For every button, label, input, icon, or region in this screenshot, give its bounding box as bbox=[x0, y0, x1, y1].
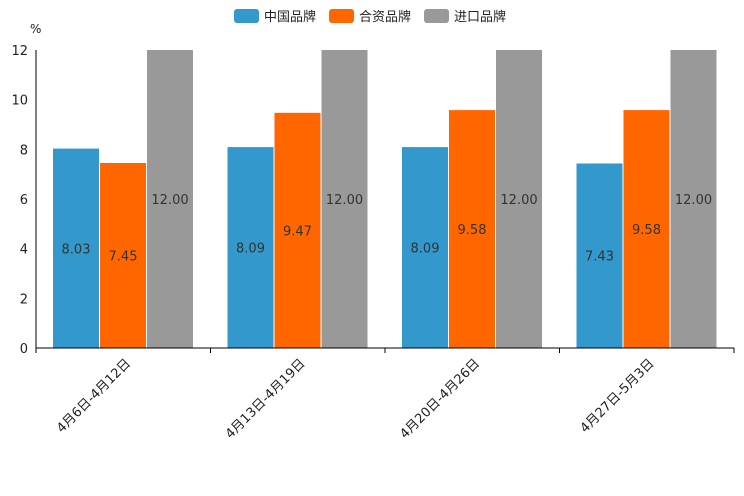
y-tick-label: 12 bbox=[11, 44, 28, 59]
bar bbox=[623, 110, 670, 348]
bar bbox=[274, 112, 321, 348]
bar bbox=[53, 148, 99, 348]
bar-value-label: 7.45 bbox=[109, 249, 138, 264]
x-category-label: 4月20日-4月26日 bbox=[397, 356, 483, 442]
legend-label: 合资品牌 bbox=[359, 9, 411, 25]
legend-label: 进口品牌 bbox=[454, 9, 506, 25]
y-tick-label: 10 bbox=[11, 94, 28, 109]
y-tick-label: 2 bbox=[20, 292, 28, 307]
bars: 8.03 7.45 12.00 8.09 9.47 12.00 8.09 9.58 12.00 7… bbox=[53, 50, 717, 348]
bar-value-label: 8.09 bbox=[236, 242, 265, 257]
bar-value-label: 8.03 bbox=[62, 242, 91, 257]
legend-label: 中国品牌 bbox=[264, 9, 316, 25]
y-tick-label: 8 bbox=[20, 143, 28, 158]
bar bbox=[147, 50, 193, 348]
x-axis: 4月6日-4月12日 4月13日-4月19日 4月20日-4月26日 4月27日-5月… bbox=[35, 347, 735, 442]
x-category-label: 4月6日-4月12日 bbox=[54, 356, 134, 436]
bar bbox=[227, 147, 274, 348]
y-tick-label: 6 bbox=[20, 193, 28, 208]
bar-value-label: 12.00 bbox=[326, 193, 363, 208]
legend-swatch bbox=[234, 9, 259, 23]
bar-value-label: 12.00 bbox=[675, 193, 712, 208]
bar-value-label: 12.00 bbox=[500, 193, 537, 208]
bar-value-label: 9.58 bbox=[632, 223, 661, 238]
bar-value-label: 9.47 bbox=[283, 224, 312, 239]
legend-swatch bbox=[329, 9, 354, 23]
bar-value-label: 7.43 bbox=[585, 250, 614, 265]
bar bbox=[402, 147, 448, 348]
bar bbox=[100, 162, 146, 348]
bar-value-label: 8.09 bbox=[411, 242, 440, 257]
bar bbox=[670, 50, 717, 348]
bar bbox=[321, 50, 368, 348]
bar-value-label: 12.00 bbox=[151, 193, 188, 208]
bar bbox=[449, 110, 495, 348]
legend: 中国品牌 合资品牌 进口品牌 bbox=[234, 9, 506, 25]
x-category-label: 4月27日-5月3日 bbox=[578, 356, 658, 436]
y-axis-unit-label: % bbox=[30, 22, 41, 36]
bar bbox=[576, 163, 623, 348]
legend-swatch bbox=[424, 9, 449, 23]
bar bbox=[496, 50, 542, 348]
y-axis: 0 2 4 6 8 10 12 bbox=[11, 44, 37, 357]
bar-value-label: 9.58 bbox=[458, 223, 487, 238]
x-category-label: 4月13日-4月19日 bbox=[223, 356, 309, 442]
y-tick-label: 0 bbox=[20, 342, 28, 357]
y-tick-label: 4 bbox=[20, 243, 28, 258]
